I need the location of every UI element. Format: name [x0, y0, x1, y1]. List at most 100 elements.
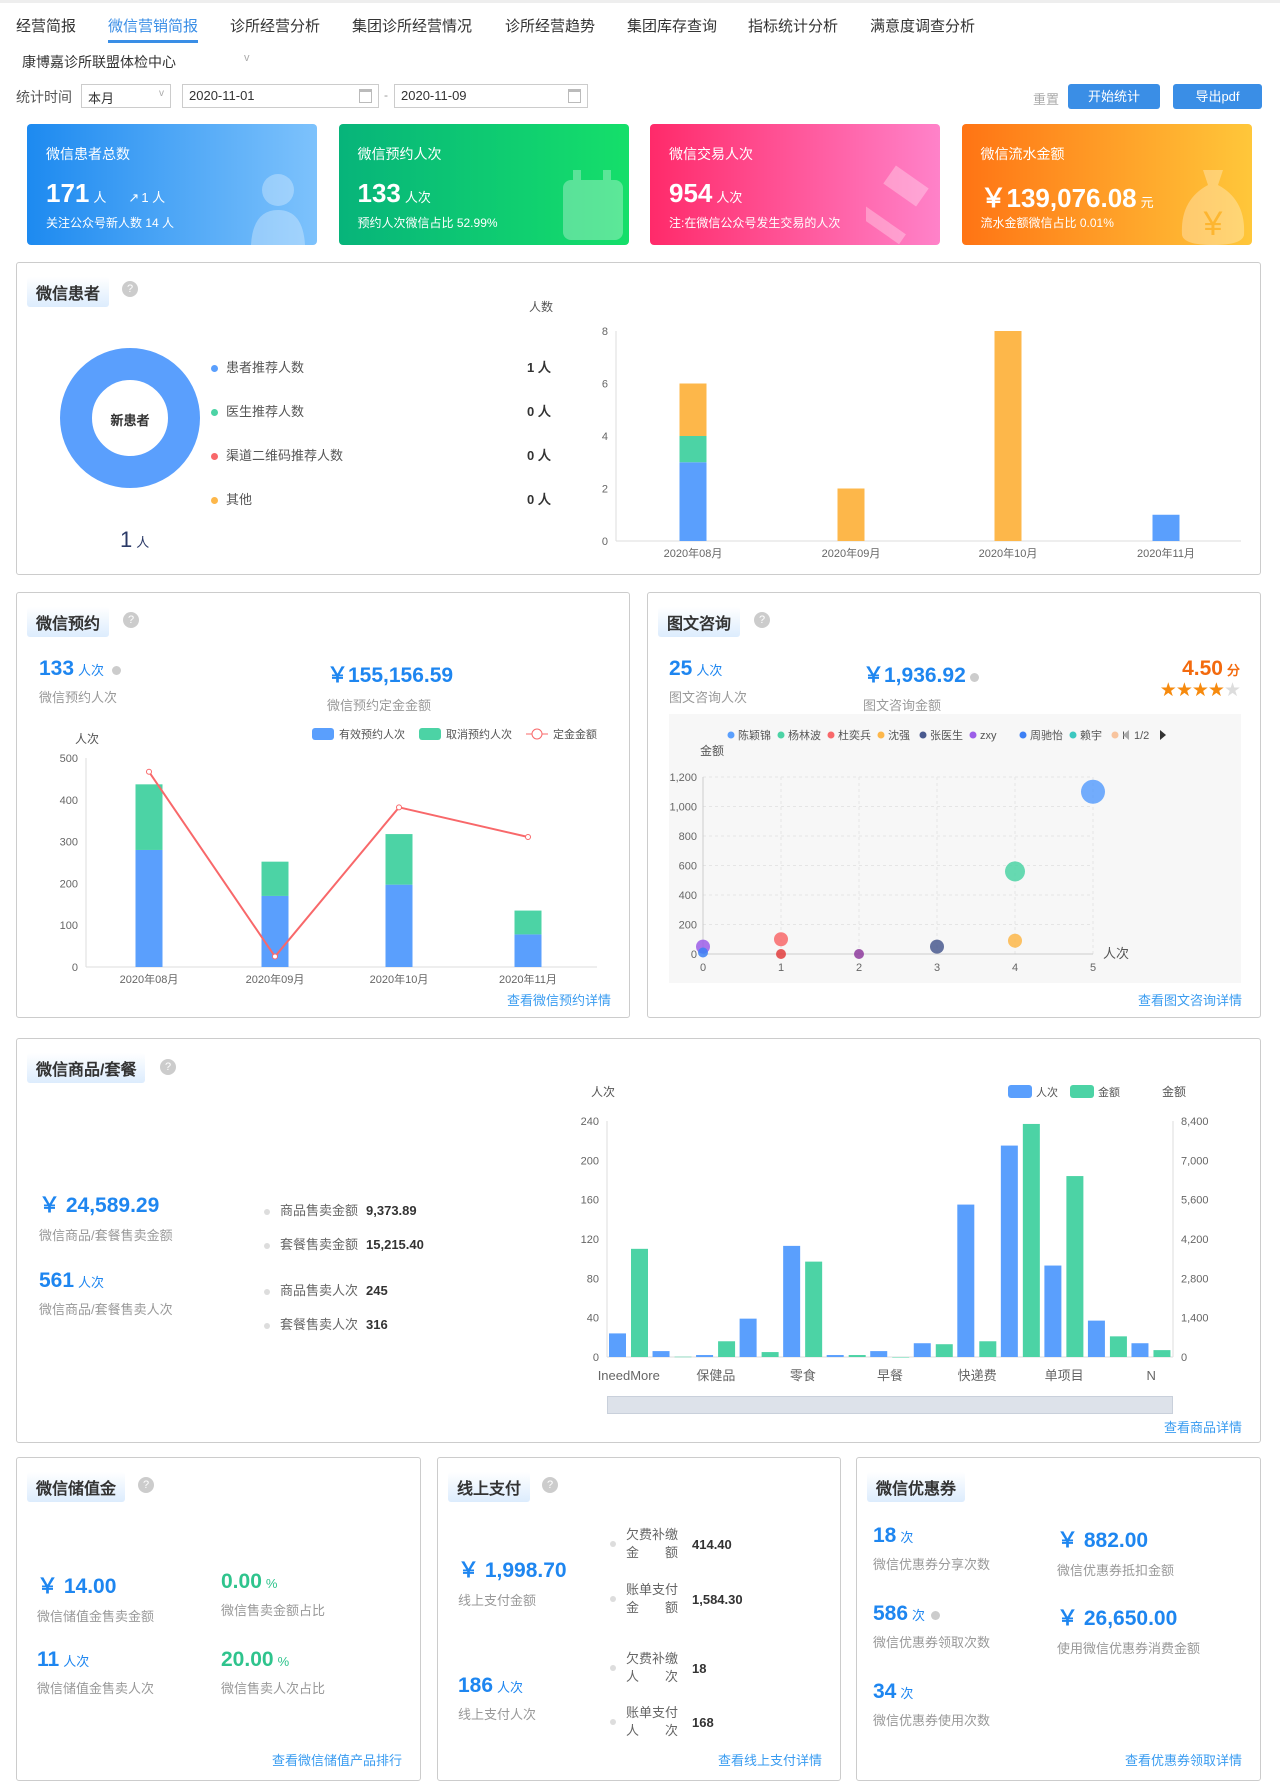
legend-dot [211, 453, 218, 461]
help-icon[interactable]: ? [122, 281, 138, 297]
count-label: 微信预约人次 [39, 690, 118, 705]
bar [870, 1351, 888, 1357]
start-stats-button[interactable]: 开始统计 [1068, 84, 1160, 109]
legend-label: 患者推荐人数 [226, 360, 305, 375]
goods-details-link[interactable]: 查看商品详情 [1163, 1420, 1242, 1435]
period-select[interactable]: 本月 v [81, 84, 171, 108]
info-icon[interactable] [931, 1611, 941, 1620]
start-date-input[interactable]: 2020-11-01 [182, 84, 379, 108]
tab-1[interactable]: 微信营销简报 [108, 15, 199, 43]
legend-label: 金额 [1098, 1085, 1120, 1099]
online-payment-panel: 线上支付 ? ￥ 1,998.70 线上支付金额 186 人次 线上支付人次 欠费… [437, 1457, 841, 1781]
section-title: 微信商品/套餐 [27, 1053, 146, 1083]
amount-label: 微信商品/套餐售卖金额 [39, 1228, 173, 1243]
amount-value: ￥ 1,998.70 [458, 1559, 567, 1582]
stat-unit: % [265, 1576, 278, 1591]
x-axis-label: 人次 [1103, 946, 1129, 961]
legend-dot [877, 731, 885, 739]
help-icon[interactable]: ? [138, 1477, 154, 1493]
legend-value: 0 人 [527, 448, 551, 463]
section-title: 图文咨询 [658, 607, 741, 637]
tab-5[interactable]: 集团库存查询 [627, 18, 718, 35]
y-tick-label: 200 [679, 920, 697, 932]
bar [826, 1355, 844, 1357]
x-tick-label: 2020年11月 [499, 972, 557, 986]
start-date-value: 2020-11-01 [189, 88, 255, 103]
svg-text:¥: ¥ [1202, 205, 1222, 243]
chevron-down-icon[interactable]: v [244, 52, 250, 64]
help-icon[interactable]: ? [542, 1477, 558, 1493]
card-unit: 人次 [404, 190, 431, 205]
stat-value: ￥ 14.00 [37, 1575, 117, 1598]
card-value: 954 [669, 178, 713, 208]
bar [837, 488, 865, 541]
tab-2[interactable]: 诊所经营分析 [230, 18, 321, 35]
y-axis-label: 人数 [529, 299, 553, 314]
label-line: 人 次 [626, 1723, 679, 1738]
stored-ranking-link[interactable]: 查看微信储值产品排行 [271, 1753, 402, 1768]
score-value: 4.50 [1182, 657, 1223, 680]
legend-label: 陈颖锦 [738, 728, 771, 742]
section-title: 微信患者 [27, 277, 110, 307]
calendar-icon [555, 165, 625, 245]
help-icon[interactable]: ? [160, 1059, 176, 1075]
zoom-slider[interactable] [607, 1396, 1173, 1414]
tab-6[interactable]: 指标统计分析 [748, 18, 839, 35]
bar [783, 1245, 801, 1357]
label-line: 金 额 [626, 1545, 679, 1560]
bar [652, 1351, 670, 1357]
legend-label: zxy [980, 730, 997, 742]
x-tick-label: 2020年10月 [979, 546, 1038, 560]
label-line: 欠费补缴 [626, 1527, 679, 1542]
help-icon[interactable]: ? [123, 612, 139, 628]
payment-detail: 欠费补缴人 次 18 [610, 1650, 706, 1686]
x-tick-label: 早餐 [877, 1368, 903, 1383]
stat-value: 586 [873, 1602, 909, 1625]
y-tick-label: 2,800 [1181, 1273, 1209, 1285]
x-tick-label: 2020年09月 [246, 972, 305, 986]
legend-value: 0 人 [527, 404, 551, 419]
hammer-icon [858, 165, 936, 245]
goods-amount-stat: ￥ 24,589.29 微信商品/套餐售卖金额 [39, 1189, 173, 1244]
info-icon[interactable] [112, 666, 122, 675]
rating-stat: 4.50 分 ★★★★★ [1159, 657, 1241, 701]
filter-label: 统计时间 [16, 89, 72, 105]
card-value: 133 [357, 178, 401, 208]
star-icon: ★ [1159, 680, 1177, 701]
legend-label: 有效预约人次 [339, 727, 405, 741]
x-tick-label: 2020年11月 [1137, 546, 1195, 560]
tab-7[interactable]: 满意度调查分析 [870, 18, 976, 35]
count-unit: 人次 [696, 663, 723, 678]
tab-3[interactable]: 集团诊所经营情况 [352, 18, 473, 35]
coupons-panel: 微信优惠券 18 次微信优惠券分享次数 ￥ 882.00 微信优惠券抵扣金额 586 次微… [856, 1457, 1261, 1781]
card-value-row: ￥139,076.08 元 [981, 178, 1154, 215]
x-tick-label: 3 [934, 962, 940, 974]
export-pdf-button[interactable]: 导出pdf [1173, 84, 1262, 109]
reset-button[interactable]: 重置 [1033, 92, 1060, 107]
count-label: 线上支付人次 [458, 1707, 537, 1722]
online-details-link[interactable]: 查看线上支付详情 [717, 1753, 822, 1768]
detail-label: 账单支付金 额 [626, 1581, 684, 1617]
donut-center-label: 新患者 [110, 413, 150, 428]
consult-details-link[interactable]: 查看图文咨询详情 [1137, 993, 1242, 1008]
legend-label: 取消预约人次 [446, 727, 512, 741]
section-title: 线上支付 [448, 1472, 531, 1502]
legend-label: 人次 [1036, 1085, 1058, 1099]
breakdown-label: 商品售卖人次 [280, 1283, 359, 1298]
tab-0[interactable]: 经营简报 [16, 18, 77, 35]
coupon-details-link[interactable]: 查看优惠券领取详情 [1124, 1753, 1242, 1768]
y-tick-label: 200 [581, 1155, 599, 1167]
x-tick-label: 5 [1090, 962, 1096, 974]
breakdown-label: 套餐售卖人次 [280, 1317, 359, 1332]
scatter-point [1008, 933, 1022, 948]
tab-4[interactable]: 诊所经营趋势 [505, 18, 596, 35]
y-tick-label: 100 [60, 920, 78, 932]
org-select[interactable]: 康博嘉诊所联盟体检中心 [22, 54, 176, 70]
end-date-input[interactable]: 2020-11-09 [394, 84, 588, 108]
y-tick-label: 0 [1181, 1352, 1187, 1364]
appointment-details-link[interactable]: 查看微信预约详情 [506, 993, 611, 1008]
info-icon[interactable] [969, 673, 979, 682]
help-icon[interactable]: ? [754, 612, 770, 628]
legend-item: 医生推荐人数 0 人 [211, 401, 551, 420]
